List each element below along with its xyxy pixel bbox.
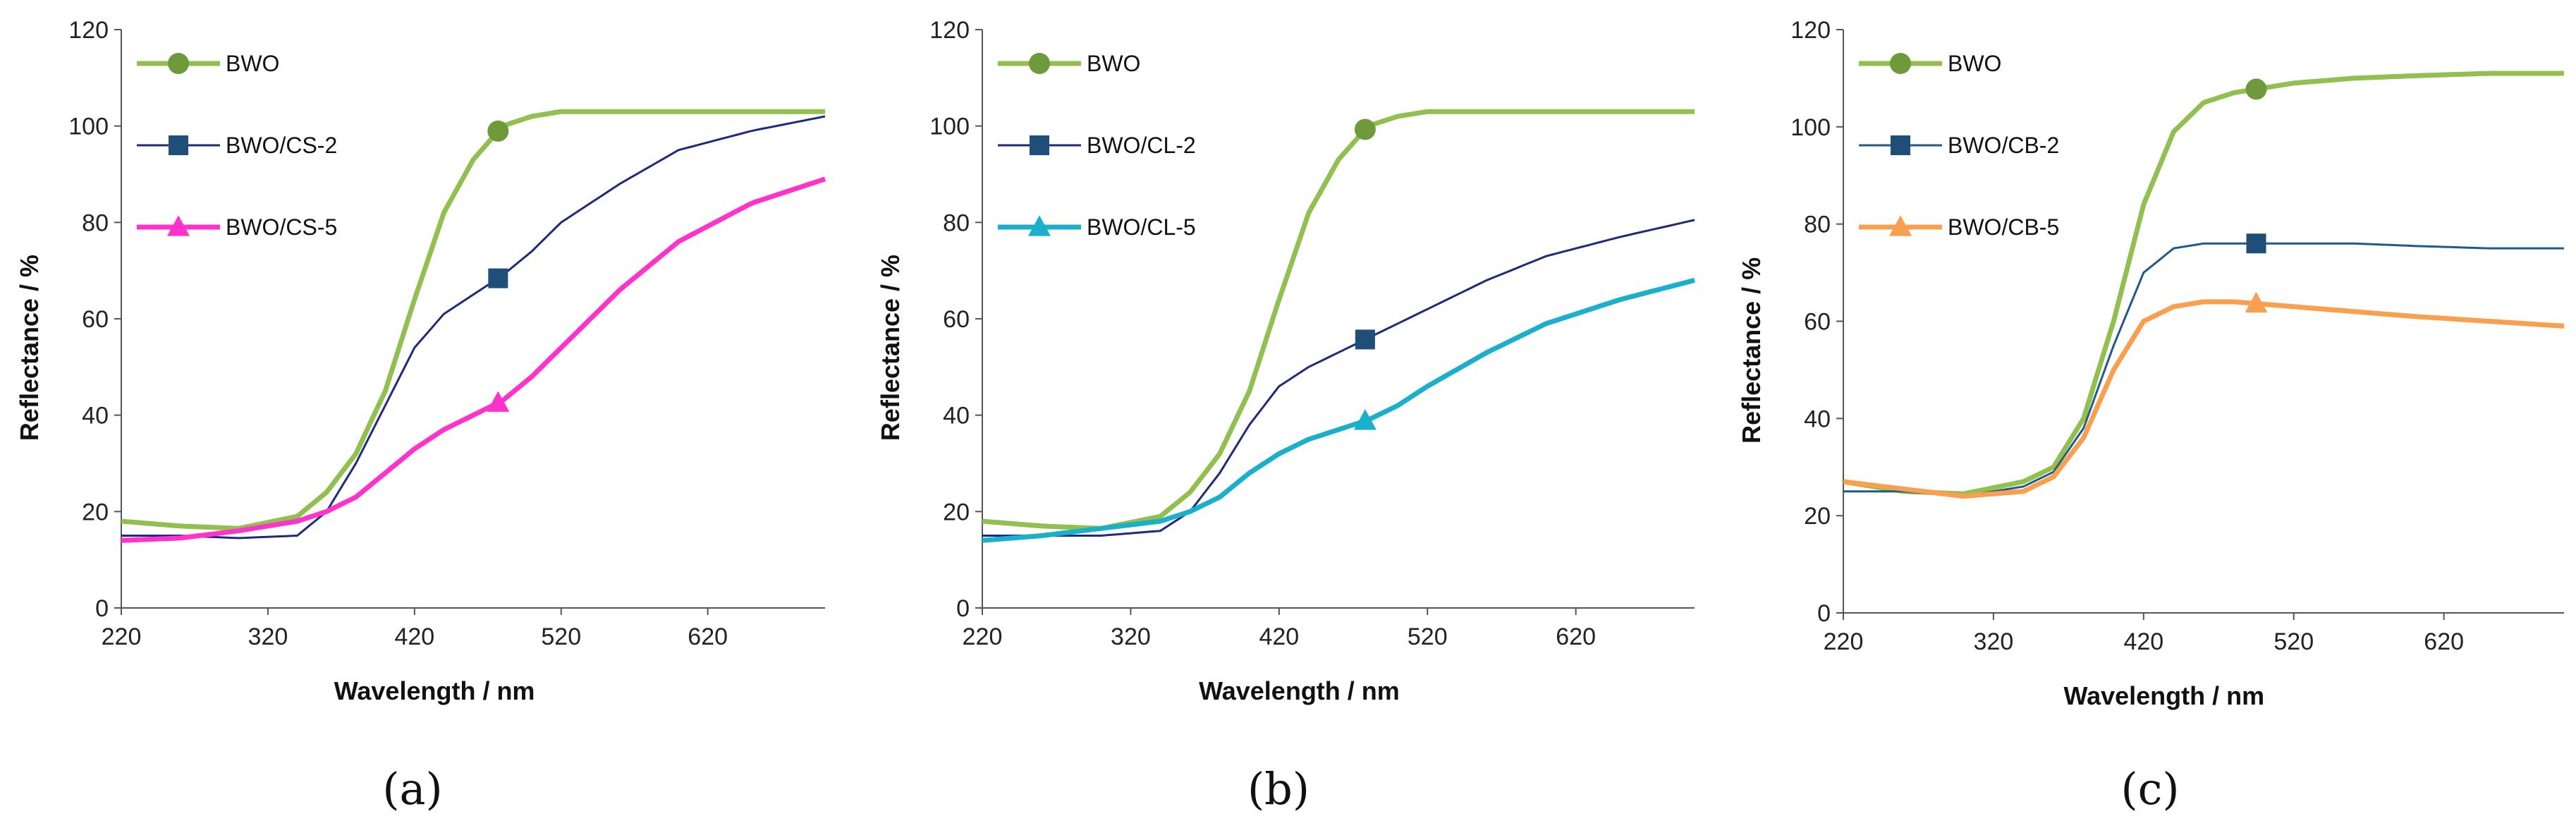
y-tick-label: 80 bbox=[82, 209, 109, 236]
x-tick-label: 520 bbox=[1408, 623, 1448, 650]
series-marker-square bbox=[1355, 329, 1375, 350]
series-marker-circle bbox=[1354, 118, 1376, 140]
chart-panel-c: 0 20 40 60 80 100 120 220 320 420 520 620 Wavelength… bbox=[1737, 17, 2565, 815]
y-tick-label: 20 bbox=[82, 499, 109, 525]
legend-marker-circle bbox=[1029, 53, 1050, 74]
x-tick-label: 420 bbox=[2123, 628, 2163, 655]
y-tick-label: 100 bbox=[1790, 114, 1831, 141]
x-tick-label: 620 bbox=[688, 623, 728, 650]
y-tick-label: 80 bbox=[943, 209, 970, 236]
series-marker-circle bbox=[2245, 78, 2267, 100]
legend-label: BWO/CB-2 bbox=[1948, 133, 2059, 158]
series-marker-triangle bbox=[487, 391, 510, 412]
panel-label: (c) bbox=[2120, 763, 2179, 815]
series-marker-triangle bbox=[1353, 409, 1376, 430]
y-tick-label: 0 bbox=[1817, 600, 1831, 627]
y-tick-label: 20 bbox=[1804, 503, 1831, 530]
legend-marker-circle bbox=[168, 53, 189, 74]
series-marker-square bbox=[488, 268, 508, 288]
legend-label: BWO bbox=[226, 51, 279, 76]
y-tick-label: 0 bbox=[95, 595, 109, 622]
legend-marker-triangle bbox=[167, 215, 190, 236]
legend-marker-triangle bbox=[1028, 215, 1051, 236]
series-marker-square bbox=[2246, 233, 2266, 254]
y-tick-label: 120 bbox=[68, 17, 109, 44]
legend-marker-square bbox=[1891, 135, 1910, 155]
x-tick-label: 420 bbox=[394, 623, 434, 650]
series-marker-triangle bbox=[2245, 291, 2268, 313]
panel-label: (a) bbox=[382, 763, 442, 815]
x-tick-label: 620 bbox=[1556, 623, 1596, 650]
series-line-bwo-cs-5 bbox=[121, 176, 826, 543]
x-tick-label: 320 bbox=[248, 623, 288, 650]
y-tick-label: 40 bbox=[1804, 406, 1831, 432]
y-tick-label: 60 bbox=[82, 306, 109, 333]
x-tick-label: 220 bbox=[1824, 628, 1864, 655]
y-tick-label: 80 bbox=[1804, 212, 1831, 238]
legend-label: BWO/CL-2 bbox=[1087, 133, 1196, 158]
legend-marker-triangle bbox=[1889, 215, 1912, 236]
y-tick-label: 100 bbox=[68, 114, 109, 140]
x-axis-title: Wavelength / nm bbox=[334, 676, 535, 705]
x-tick-label: 520 bbox=[2273, 628, 2314, 655]
y-axis-title: Reflectance / % bbox=[876, 255, 905, 441]
legend-marker-square bbox=[169, 135, 188, 155]
y-tick-label: 120 bbox=[1790, 17, 1831, 44]
x-tick-label: 420 bbox=[1259, 623, 1299, 650]
x-axis-title: Wavelength / nm bbox=[1199, 676, 1400, 705]
x-tick-label: 220 bbox=[102, 623, 142, 650]
series-line-bwo-cb-2 bbox=[1843, 242, 2564, 498]
x-tick-label: 220 bbox=[963, 623, 1003, 650]
legend-label: BWO/CL-5 bbox=[1087, 214, 1196, 240]
series-line-bwo bbox=[121, 109, 825, 531]
legend-label: BWO/CB-5 bbox=[1948, 214, 2059, 240]
panel-label: (b) bbox=[1247, 763, 1310, 815]
y-tick-label: 60 bbox=[1804, 309, 1831, 336]
legend-marker-circle bbox=[1890, 53, 1911, 74]
y-tick-label: 40 bbox=[82, 403, 109, 430]
y-tick-label: 20 bbox=[943, 499, 970, 525]
legend-label: BWO/CS-5 bbox=[226, 214, 337, 240]
x-axis-title: Wavelength / nm bbox=[2063, 681, 2264, 710]
y-tick-label: 100 bbox=[929, 114, 970, 140]
legend-marker-square bbox=[1030, 135, 1049, 155]
series-line-bwo bbox=[982, 109, 1695, 531]
y-tick-label: 120 bbox=[929, 17, 970, 44]
x-tick-label: 620 bbox=[2424, 628, 2464, 655]
legend-label: BWO/CS-2 bbox=[226, 133, 337, 158]
y-axis-title: Reflectance / % bbox=[15, 255, 44, 441]
series-line-bwo-cl-5 bbox=[982, 277, 1695, 543]
series-line-bwo-cb-5 bbox=[1843, 299, 2565, 499]
chart-panel-a: 0 20 40 60 80 100 120 220 320 420 520 620 Wavelength… bbox=[15, 17, 826, 815]
x-tick-label: 520 bbox=[541, 623, 581, 650]
x-tick-label: 320 bbox=[1974, 628, 2014, 655]
series-line-bwo-cl-2 bbox=[982, 219, 1695, 537]
legend-label: BWO bbox=[1948, 51, 2001, 76]
chart-panel-b: 0 20 40 60 80 100 120 220 320 420 520 620 Wavelength… bbox=[876, 17, 1695, 815]
y-axis-title: Reflectance / % bbox=[1737, 257, 1766, 444]
y-tick-label: 40 bbox=[943, 403, 970, 430]
x-tick-label: 320 bbox=[1111, 623, 1151, 650]
y-tick-label: 60 bbox=[943, 306, 970, 333]
legend-label: BWO bbox=[1087, 51, 1140, 76]
series-line-bwo-cs-2 bbox=[121, 115, 826, 540]
y-tick-label: 0 bbox=[956, 595, 970, 622]
series-marker-circle bbox=[487, 120, 509, 142]
